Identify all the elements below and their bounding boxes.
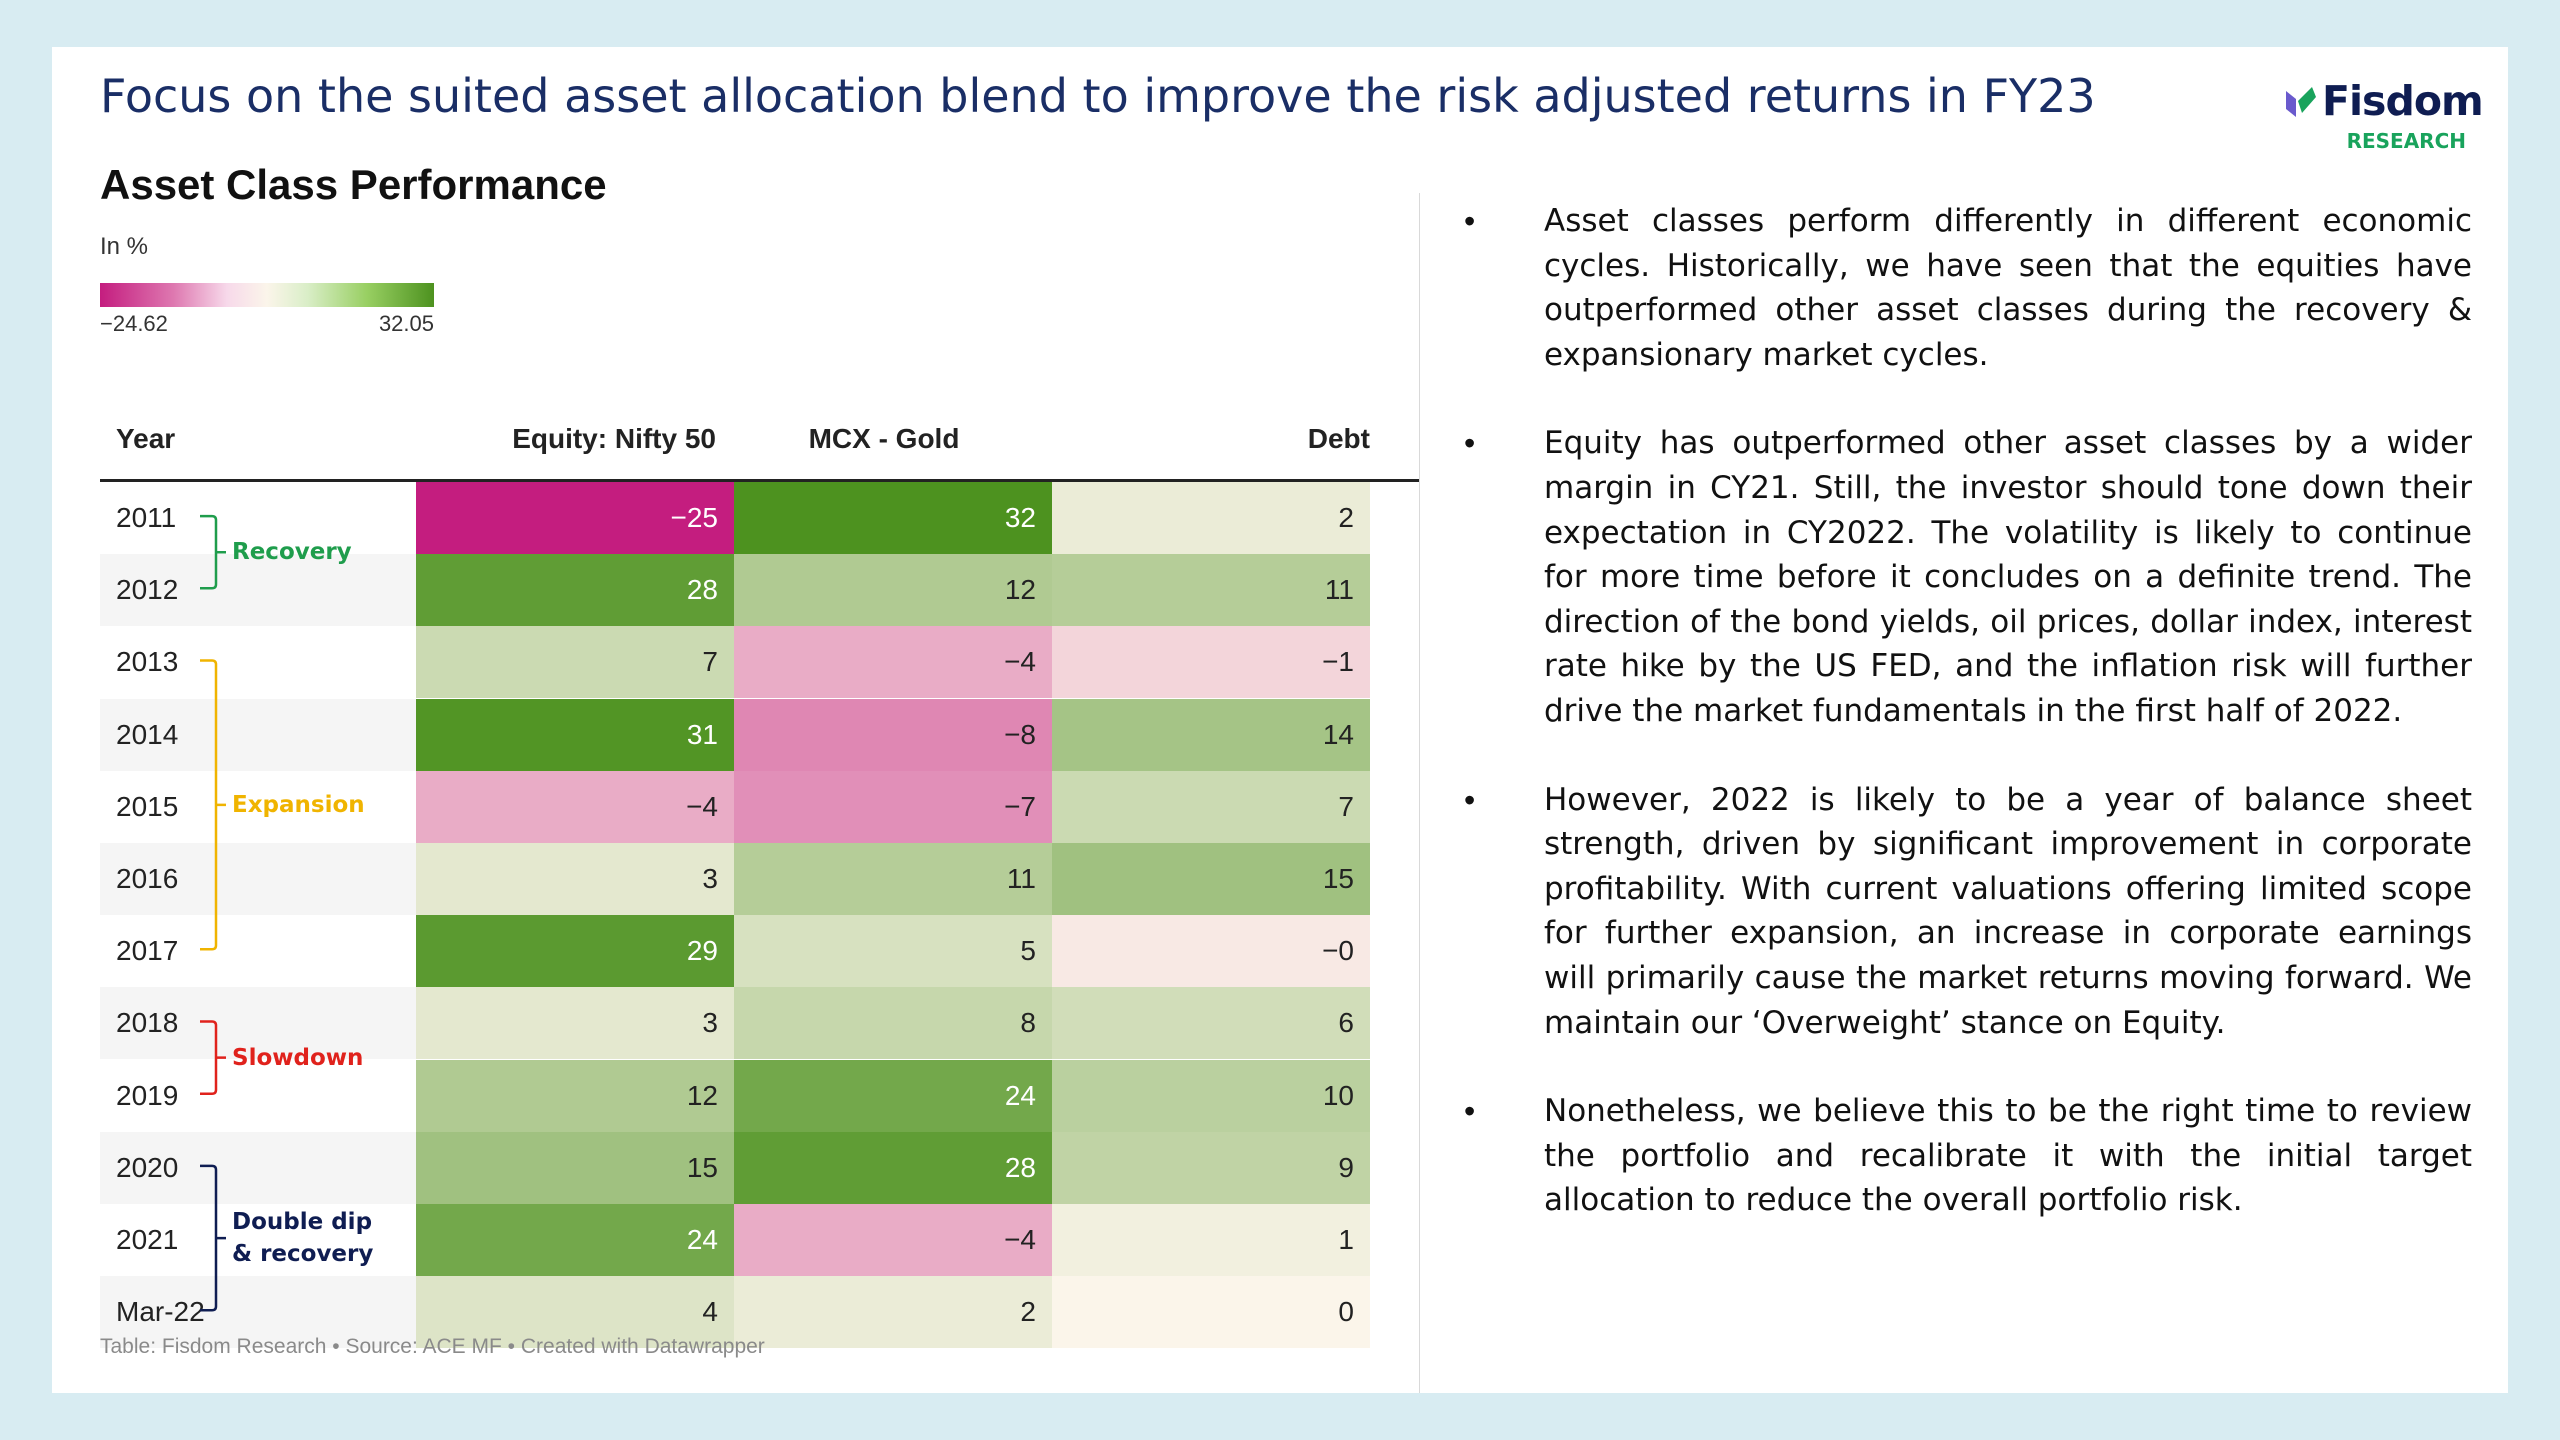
cell-gold: −8 — [734, 698, 1052, 771]
row-year-label: 2011 — [116, 502, 177, 533]
bullet-icon: • — [1464, 781, 1476, 818]
column-header-debt: Debt — [1307, 423, 1370, 454]
cell-gold: −4 — [734, 626, 1052, 699]
cell-debt: 15 — [1052, 842, 1370, 915]
cell-gold: −7 — [734, 770, 1052, 843]
table-row: Mar-22 4 2 0 — [100, 1276, 1420, 1349]
cell-gold: 28 — [734, 1131, 1052, 1204]
cycle-label: Recovery — [232, 539, 352, 566]
row-year-label: 2014 — [100, 698, 416, 771]
cell-debt: 6 — [1052, 987, 1370, 1060]
cell-equity: 29 — [416, 915, 734, 988]
cell-equity: 3 — [416, 987, 734, 1060]
cell-gold: 11 — [734, 842, 1052, 915]
cell-gold: 8 — [734, 987, 1052, 1060]
cell-equity: 28 — [416, 554, 734, 627]
row-year-label: 2013 — [116, 646, 179, 678]
cell-debt: 14 — [1052, 698, 1370, 771]
bullet-icon: • — [1464, 1093, 1476, 1130]
cell-equity: −25 — [416, 482, 734, 554]
cell-gold: 24 — [734, 1059, 1052, 1132]
brand-logo: Fisdom RESEARCH — [2282, 65, 2484, 165]
cell-gold: 2 — [734, 1276, 1052, 1349]
bullet-icon: • — [1464, 203, 1476, 239]
bullet-item: • Nonetheless, we believe this to be the… — [1464, 1089, 2514, 1223]
legend-min-label: −24.62 — [100, 311, 168, 336]
cell-equity: 24 — [416, 1203, 734, 1276]
commentary-list: • Asset classes perform differently in d… — [1464, 199, 2514, 1267]
row-year-label: 2015 — [116, 790, 179, 822]
table-row: 2013 7 −4 −1 — [100, 626, 1420, 699]
cell-debt: 2 — [1052, 482, 1370, 554]
column-header-equity: Equity: Nifty 50 — [512, 423, 716, 454]
bullet-item: • Equity has outperformed other asset cl… — [1464, 421, 2514, 733]
cell-debt: 9 — [1052, 1131, 1370, 1204]
cycle-label: Expansion — [232, 791, 365, 818]
color-scale-legend — [100, 283, 434, 307]
cell-debt: 11 — [1052, 554, 1370, 627]
page-title: Focus on the suited asset allocation ble… — [100, 69, 2096, 123]
chart-title: Asset Class Performance — [100, 161, 607, 208]
table-header: Year Equity: Nifty 50 MCX - Gold Debt — [100, 407, 1420, 482]
bullet-item: • Asset classes perform differently in d… — [1464, 199, 2514, 377]
bullet-text: However, 2022 is likely to be a year of … — [1544, 781, 2472, 1041]
heatmap-table: Year Equity: Nifty 50 MCX - Gold Debt 20… — [100, 407, 1420, 1349]
bullet-text: Equity has outperformed other asset clas… — [1544, 425, 2472, 729]
logo-subtitle: RESEARCH — [2346, 129, 2466, 153]
cell-equity: 7 — [416, 626, 734, 699]
row-year-label: 2018 — [100, 987, 416, 1060]
cycle-label: Double dip & recovery — [232, 1209, 374, 1268]
cell-debt: 10 — [1052, 1059, 1370, 1132]
row-year-label: 2021 — [116, 1223, 179, 1255]
cell-gold: −4 — [734, 1203, 1052, 1276]
cell-equity: 31 — [416, 698, 734, 771]
row-year-label: 2017 — [116, 935, 179, 967]
cell-equity: 15 — [416, 1131, 734, 1204]
slide: Focus on the suited asset allocation ble… — [52, 47, 2508, 1393]
cell-gold: 5 — [734, 915, 1052, 988]
bullet-text: Asset classes perform differently in dif… — [1544, 203, 2472, 373]
chart-subtitle: In % — [100, 233, 149, 260]
table-row: 2011 −25 32 2 — [100, 482, 1420, 554]
table-row: 2018 3 8 6 — [100, 987, 1420, 1060]
table-row: 2012 28 12 11 — [100, 554, 1420, 627]
row-year-label: 2012 — [100, 554, 416, 627]
cell-equity: 12 — [416, 1059, 734, 1132]
cell-debt: −1 — [1052, 626, 1370, 699]
row-year-label: 2016 — [100, 842, 416, 915]
table-row: 2019 12 24 10 — [100, 1059, 1420, 1132]
fisdom-leaf-icon — [2286, 87, 2316, 117]
table-row: 2021 24 −4 1 — [100, 1203, 1420, 1276]
row-year-label: 2019 — [116, 1079, 179, 1111]
vertical-divider — [1419, 193, 1420, 1393]
cell-equity: 3 — [416, 842, 734, 915]
row-year-label: 2020 — [100, 1131, 416, 1204]
cell-equity: −4 — [416, 770, 734, 843]
table-body: 2011 −25 32 2 2012 28 12 11 2013 7 −4 −1 2014 31 −8 14 2… — [100, 482, 1420, 1349]
cycle-label: Slowdown — [232, 1044, 364, 1071]
table-row: 2015 −4 −7 7 — [100, 770, 1420, 843]
column-header-year: Year — [116, 423, 176, 454]
cell-equity: 4 — [416, 1276, 734, 1349]
row-year-label: Mar-22 — [100, 1276, 416, 1349]
cell-debt: −0 — [1052, 915, 1370, 988]
table-row: 2014 31 −8 14 — [100, 698, 1420, 771]
logo-name: Fisdom — [2322, 77, 2484, 125]
cell-gold: 32 — [734, 482, 1052, 554]
cell-debt: 1 — [1052, 1203, 1370, 1276]
cell-debt: 0 — [1052, 1276, 1370, 1349]
cell-debt: 7 — [1052, 770, 1370, 843]
table-row: 2016 3 11 15 — [100, 842, 1420, 915]
bullet-item: • However, 2022 is likely to be a year o… — [1464, 778, 2514, 1046]
table-row: 2017 29 5 −0 — [100, 915, 1420, 988]
legend-max-label: 32.05 — [378, 311, 434, 336]
chart-footer: Table: Fisdom Research • Source: ACE MF … — [100, 1335, 765, 1358]
bullet-text: Nonetheless, we believe this to be the r… — [1544, 1093, 2472, 1219]
bullet-icon: • — [1464, 425, 1476, 462]
column-header-gold: MCX - Gold — [808, 423, 960, 454]
table-row: 2020 15 28 9 — [100, 1131, 1420, 1204]
cell-gold: 12 — [734, 554, 1052, 627]
